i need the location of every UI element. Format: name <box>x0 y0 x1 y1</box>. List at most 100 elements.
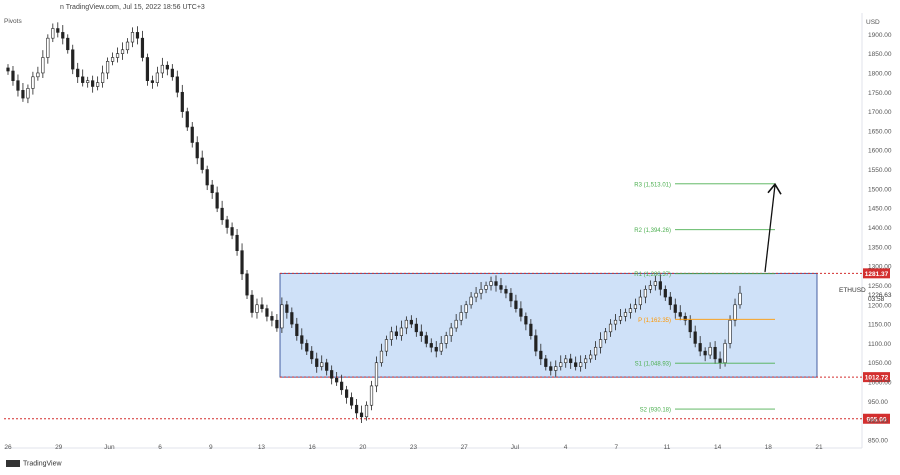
candle-body <box>544 358 548 367</box>
candle-body <box>180 91 184 112</box>
candle-body <box>265 308 269 317</box>
x-tick-label: 27 <box>461 444 469 451</box>
currency-label: USD <box>866 19 880 26</box>
candle-body <box>11 70 15 81</box>
candle-body <box>384 339 389 352</box>
candle-body <box>51 28 55 39</box>
candle-body <box>145 57 150 81</box>
y-tick-label: 1700.00 <box>868 109 892 116</box>
candle-body <box>81 76 85 83</box>
y-tick-label: 1500.00 <box>868 186 892 193</box>
candle-body <box>359 412 364 418</box>
candle-body <box>16 80 20 91</box>
candle-body <box>424 335 428 344</box>
candle-body <box>235 234 239 251</box>
x-tick-label: 26 <box>4 444 12 451</box>
candle-body <box>598 339 603 348</box>
candle-body <box>364 404 369 418</box>
candle-body <box>230 227 234 236</box>
candle-body <box>608 323 613 333</box>
candle-body <box>693 331 697 344</box>
last-price-label: 1226.63 <box>868 292 892 299</box>
candle-body <box>320 362 324 367</box>
pivot-label: P (1,162.35) <box>638 318 671 324</box>
candle-body <box>190 126 194 143</box>
breakout-arrow <box>764 182 782 273</box>
candle-body <box>225 219 229 228</box>
y-axis: USD 850.00 900.00 950.00 1000.00 1050.00 1100.… <box>866 19 892 445</box>
candle-body <box>574 362 578 367</box>
candle-body <box>31 76 35 89</box>
x-tick-label: 29 <box>55 444 63 451</box>
tradingview-brand: TradingView <box>6 460 62 467</box>
candle-body <box>539 350 543 360</box>
candle-body <box>26 88 30 99</box>
candle-body <box>379 350 384 364</box>
pivot-label: S1 (1,048.93) <box>635 362 671 368</box>
candle-body <box>628 308 633 313</box>
range-box <box>279 272 818 378</box>
y-tick-label: 1350.00 <box>868 244 892 251</box>
candle-body <box>260 304 264 309</box>
candle-body <box>91 80 95 87</box>
candle-body <box>280 304 284 329</box>
candle-body <box>6 67 10 72</box>
candle-body <box>653 281 657 286</box>
candle-body <box>71 49 75 70</box>
pivot-label: R3 (1,513.01) <box>634 182 671 188</box>
candle-body <box>469 296 473 306</box>
candle-body <box>738 292 742 306</box>
y-tick-label: 1100.00 <box>868 341 891 348</box>
candle-body <box>315 358 319 367</box>
x-tick-label: 13 <box>258 444 266 451</box>
candle-body <box>21 90 25 99</box>
candle-body <box>633 304 638 309</box>
candle-body <box>105 61 110 74</box>
candle-body <box>638 296 643 306</box>
candle-body <box>205 169 209 186</box>
candle-body <box>673 304 677 313</box>
y-tick-label: 1800.00 <box>868 70 892 77</box>
y-tick-label: 1000.00 <box>868 380 892 387</box>
x-tick-label: 14 <box>714 444 722 451</box>
level-price-tag <box>863 413 890 424</box>
candle-body <box>245 273 249 296</box>
candle-body <box>76 68 80 78</box>
candle-body <box>404 319 408 329</box>
candle-body <box>429 343 433 348</box>
candle-body <box>110 57 115 62</box>
candle-body <box>658 281 662 290</box>
candle-body <box>663 289 667 298</box>
candle-body <box>479 289 483 294</box>
candle-body <box>374 362 379 387</box>
y-tick-label: 1550.00 <box>868 167 892 174</box>
y-tick-label: 1900.00 <box>868 32 892 39</box>
candle-body <box>335 377 339 383</box>
candle-body <box>504 289 508 294</box>
candle-body <box>135 32 140 39</box>
level-price-text: 1012.72 <box>865 375 889 382</box>
candle-body <box>474 292 478 298</box>
pivot-label: S2 (930.18) <box>640 408 671 414</box>
candle-body <box>120 49 125 54</box>
candle-body <box>46 37 50 58</box>
candle-body <box>484 285 488 290</box>
candle-body <box>728 319 732 344</box>
y-tick-label: 1850.00 <box>868 51 892 58</box>
y-tick-label: 900.00 <box>868 418 888 425</box>
x-tick-label: Jul <box>511 444 520 451</box>
candle-body <box>240 250 244 275</box>
x-axis: 26 29 Jun 6 9 13 16 20 23 27 Jul 4 7 11 14 18 21 <box>4 444 823 451</box>
y-tick-label: 1050.00 <box>868 360 892 367</box>
candle-body <box>250 294 254 313</box>
candle-body <box>489 281 493 286</box>
candle-body <box>399 327 403 336</box>
arrow-shaft <box>764 184 776 273</box>
countdown-label: 03:58 <box>868 296 885 303</box>
y-tick-label: 850.00 <box>868 438 888 445</box>
y-tick-label: 1250.00 <box>868 283 892 290</box>
y-tick-label: 1150.00 <box>868 322 891 329</box>
pivot-lines: R3 (1,513.01) R2 (1,394.26) R1 (1,280.37) P… <box>634 182 775 414</box>
candle-body <box>618 316 623 321</box>
